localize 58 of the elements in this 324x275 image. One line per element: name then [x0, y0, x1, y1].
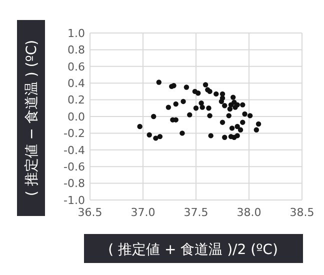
point	[234, 133, 240, 138]
point	[200, 104, 205, 110]
point	[187, 112, 192, 118]
point	[256, 121, 262, 127]
point	[196, 90, 201, 96]
point	[137, 124, 142, 130]
y-tick-label: 0.6	[68, 60, 85, 74]
y-tick-label: 0.0	[68, 110, 85, 124]
y-tick-label: -1.0	[64, 194, 85, 207]
point	[214, 91, 219, 97]
point	[222, 134, 228, 140]
point	[198, 100, 204, 106]
point	[240, 120, 246, 125]
point	[166, 104, 172, 110]
point	[146, 132, 152, 138]
point	[238, 127, 244, 132]
point	[228, 102, 234, 108]
point	[247, 113, 253, 118]
y-tick-label: -0.4	[64, 144, 85, 157]
y-tick-label: 1.0	[68, 26, 85, 40]
y-tick-label: 0.8	[68, 44, 85, 57]
point	[234, 124, 240, 130]
point	[180, 98, 186, 104]
x-tick-label: 38.5	[290, 206, 314, 219]
point	[230, 94, 236, 100]
y-tick-label: -0.8	[64, 177, 85, 190]
x-tick-label: 37.5	[184, 206, 208, 219]
point	[208, 133, 214, 138]
y-tick-label: 0.2	[68, 94, 85, 107]
point	[229, 126, 235, 131]
point	[202, 82, 208, 88]
point	[193, 106, 199, 111]
point	[234, 102, 240, 108]
point	[227, 106, 233, 112]
y-tick-label: -0.6	[64, 160, 85, 174]
point	[218, 98, 224, 104]
point	[151, 114, 156, 120]
x-tick-label: 38.0	[236, 206, 262, 219]
point	[242, 111, 248, 117]
point	[156, 80, 162, 85]
point	[222, 103, 228, 108]
point	[240, 102, 246, 108]
x-axis-title: ( 推定値 + 食道温 )/2 (ºC)	[108, 242, 278, 258]
y-tick-label: 0.4	[68, 76, 85, 90]
point	[254, 127, 260, 132]
point	[207, 113, 212, 118]
x-tick-label: 37.0	[130, 206, 156, 219]
y-tick-label: -0.2	[64, 127, 85, 140]
point	[206, 106, 212, 111]
point	[173, 101, 178, 107]
y-axis-title: ( 推定値 − 食道温 ) (ºC)	[24, 40, 40, 196]
point	[184, 84, 190, 90]
x-tick-label: 36.5	[78, 206, 102, 219]
point	[220, 120, 226, 125]
point	[226, 113, 232, 118]
point	[157, 134, 163, 140]
point	[180, 130, 185, 136]
point	[153, 136, 158, 141]
